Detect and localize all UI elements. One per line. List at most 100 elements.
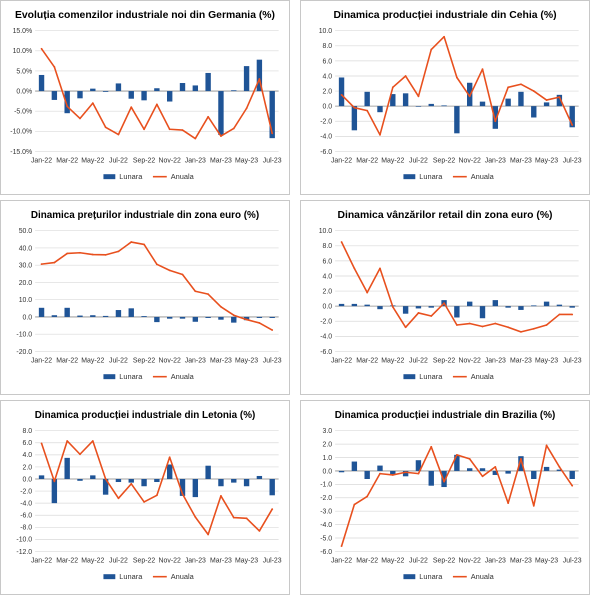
bar-lunara (243, 478, 250, 487)
point-anuala (104, 126, 107, 129)
point-anuala (379, 133, 381, 136)
legend-label-lunara: Lunara (419, 172, 443, 181)
bar-lunara (102, 91, 109, 92)
x-tick-label: May-22 (381, 557, 404, 564)
point-anuala (130, 482, 133, 485)
point-anuala (155, 103, 158, 106)
x-tick-label: Sep-22 (433, 357, 455, 364)
legend-label-lunara: Lunara (119, 172, 143, 181)
x-tick-label: May-23 (535, 357, 558, 364)
bar-lunara (269, 91, 275, 139)
y-tick-label: -5.0% (14, 109, 32, 116)
bar-lunara (467, 468, 473, 471)
bar-lunara (192, 478, 199, 498)
point-anuala (271, 508, 274, 511)
bar-lunara (179, 316, 186, 319)
point-anuala (545, 324, 548, 326)
point-anuala (379, 472, 381, 475)
y-tick-label: -1.0 (320, 482, 332, 489)
bar-lunara (243, 66, 250, 92)
x-tick-label: Mar-23 (510, 357, 532, 364)
point-anuala (143, 501, 145, 503)
x-tick-label: Jul-23 (563, 557, 582, 564)
x-tick-label: Sep-22 (133, 157, 155, 164)
point-anuala (430, 445, 433, 448)
point-anuala (91, 440, 94, 442)
bar-lunara (454, 106, 460, 134)
bar-lunara (351, 461, 358, 471)
point-anuala (168, 456, 171, 459)
chart-svg-4: Dinamica producției industriale din Leto… (16, 410, 282, 581)
y-tick-label: 15.0% (13, 28, 33, 35)
chart-panel-letonia: Dinamica producției industriale din Leto… (0, 400, 290, 595)
x-tick-label: May-23 (235, 157, 258, 164)
legend-swatch-lunara (103, 374, 116, 380)
bar-lunara (364, 91, 370, 107)
bar-lunara (51, 315, 58, 317)
point-anuala (168, 269, 171, 272)
point-anuala (366, 109, 369, 112)
point-anuala (507, 326, 510, 329)
legend-label-anuala: Anuala (171, 572, 195, 581)
point-anuala (245, 318, 248, 321)
point-anuala (520, 83, 522, 86)
point-anuala (507, 86, 510, 89)
y-tick-label: 0.0 (323, 304, 333, 311)
point-anuala (207, 533, 210, 536)
point-anuala (271, 132, 274, 135)
point-anuala (468, 457, 471, 460)
point-anuala (481, 68, 484, 71)
x-tick-label: Jan-23 (185, 357, 206, 364)
bar-lunara (428, 103, 434, 107)
point-anuala (155, 263, 158, 266)
bar-lunara (128, 478, 134, 483)
x-tick-label: Mar-22 (356, 357, 378, 364)
bar-lunara (167, 316, 173, 319)
point-anuala (207, 293, 210, 296)
y-tick-label: 0.0% (16, 88, 32, 95)
y-tick-label: 10.0 (319, 28, 333, 35)
x-tick-label: Mar-23 (210, 357, 232, 364)
x-tick-label: Jul-23 (263, 557, 282, 564)
x-tick-label: Sep-22 (433, 157, 455, 164)
x-tick-label: Jan-22 (331, 557, 352, 564)
x-tick-label: Nov-22 (159, 357, 181, 364)
legend-swatch-lunara (103, 574, 116, 580)
point-anuala (181, 493, 184, 495)
point-anuala (53, 480, 56, 483)
point-anuala (79, 251, 81, 254)
chart-svg-2: Dinamica prețurilor industriale din zona… (16, 210, 281, 381)
y-tick-label: -6.0 (320, 549, 332, 556)
point-anuala (117, 250, 120, 253)
bar-lunara (492, 300, 499, 307)
bar-lunara (492, 106, 499, 129)
point-anuala (40, 263, 43, 266)
point-anuala (245, 107, 248, 110)
bar-lunara (38, 475, 45, 479)
x-tick-label: Mar-22 (356, 557, 378, 564)
point-anuala (155, 494, 158, 497)
point-anuala (117, 133, 120, 136)
point-anuala (220, 135, 222, 138)
bar-lunara (467, 301, 473, 307)
point-anuala (143, 128, 145, 131)
y-tick-label: 10.0 (19, 297, 33, 304)
point-anuala (130, 106, 133, 109)
bar-lunara (115, 478, 122, 483)
bar-lunara (218, 91, 224, 135)
bar-lunara (556, 469, 563, 471)
y-tick-label: 2.0 (23, 464, 33, 471)
bar-lunara (128, 308, 134, 317)
chart-svg-3: Dinamica vânzărilor retail din zona euro… (319, 210, 582, 381)
bar-lunara (256, 316, 263, 318)
bar-lunara (141, 478, 147, 487)
point-anuala (494, 322, 497, 325)
chart-panel-brazilia: Dinamica producției industriale din Braz… (300, 400, 590, 595)
point-anuala (40, 442, 43, 445)
bar-lunara (556, 94, 563, 107)
chart-title: Evoluția comenzilor industriale noi din … (15, 10, 275, 21)
point-anuala (417, 312, 420, 314)
point-anuala (571, 484, 574, 487)
bar-lunara (64, 457, 70, 479)
x-tick-label: May-22 (81, 557, 104, 564)
